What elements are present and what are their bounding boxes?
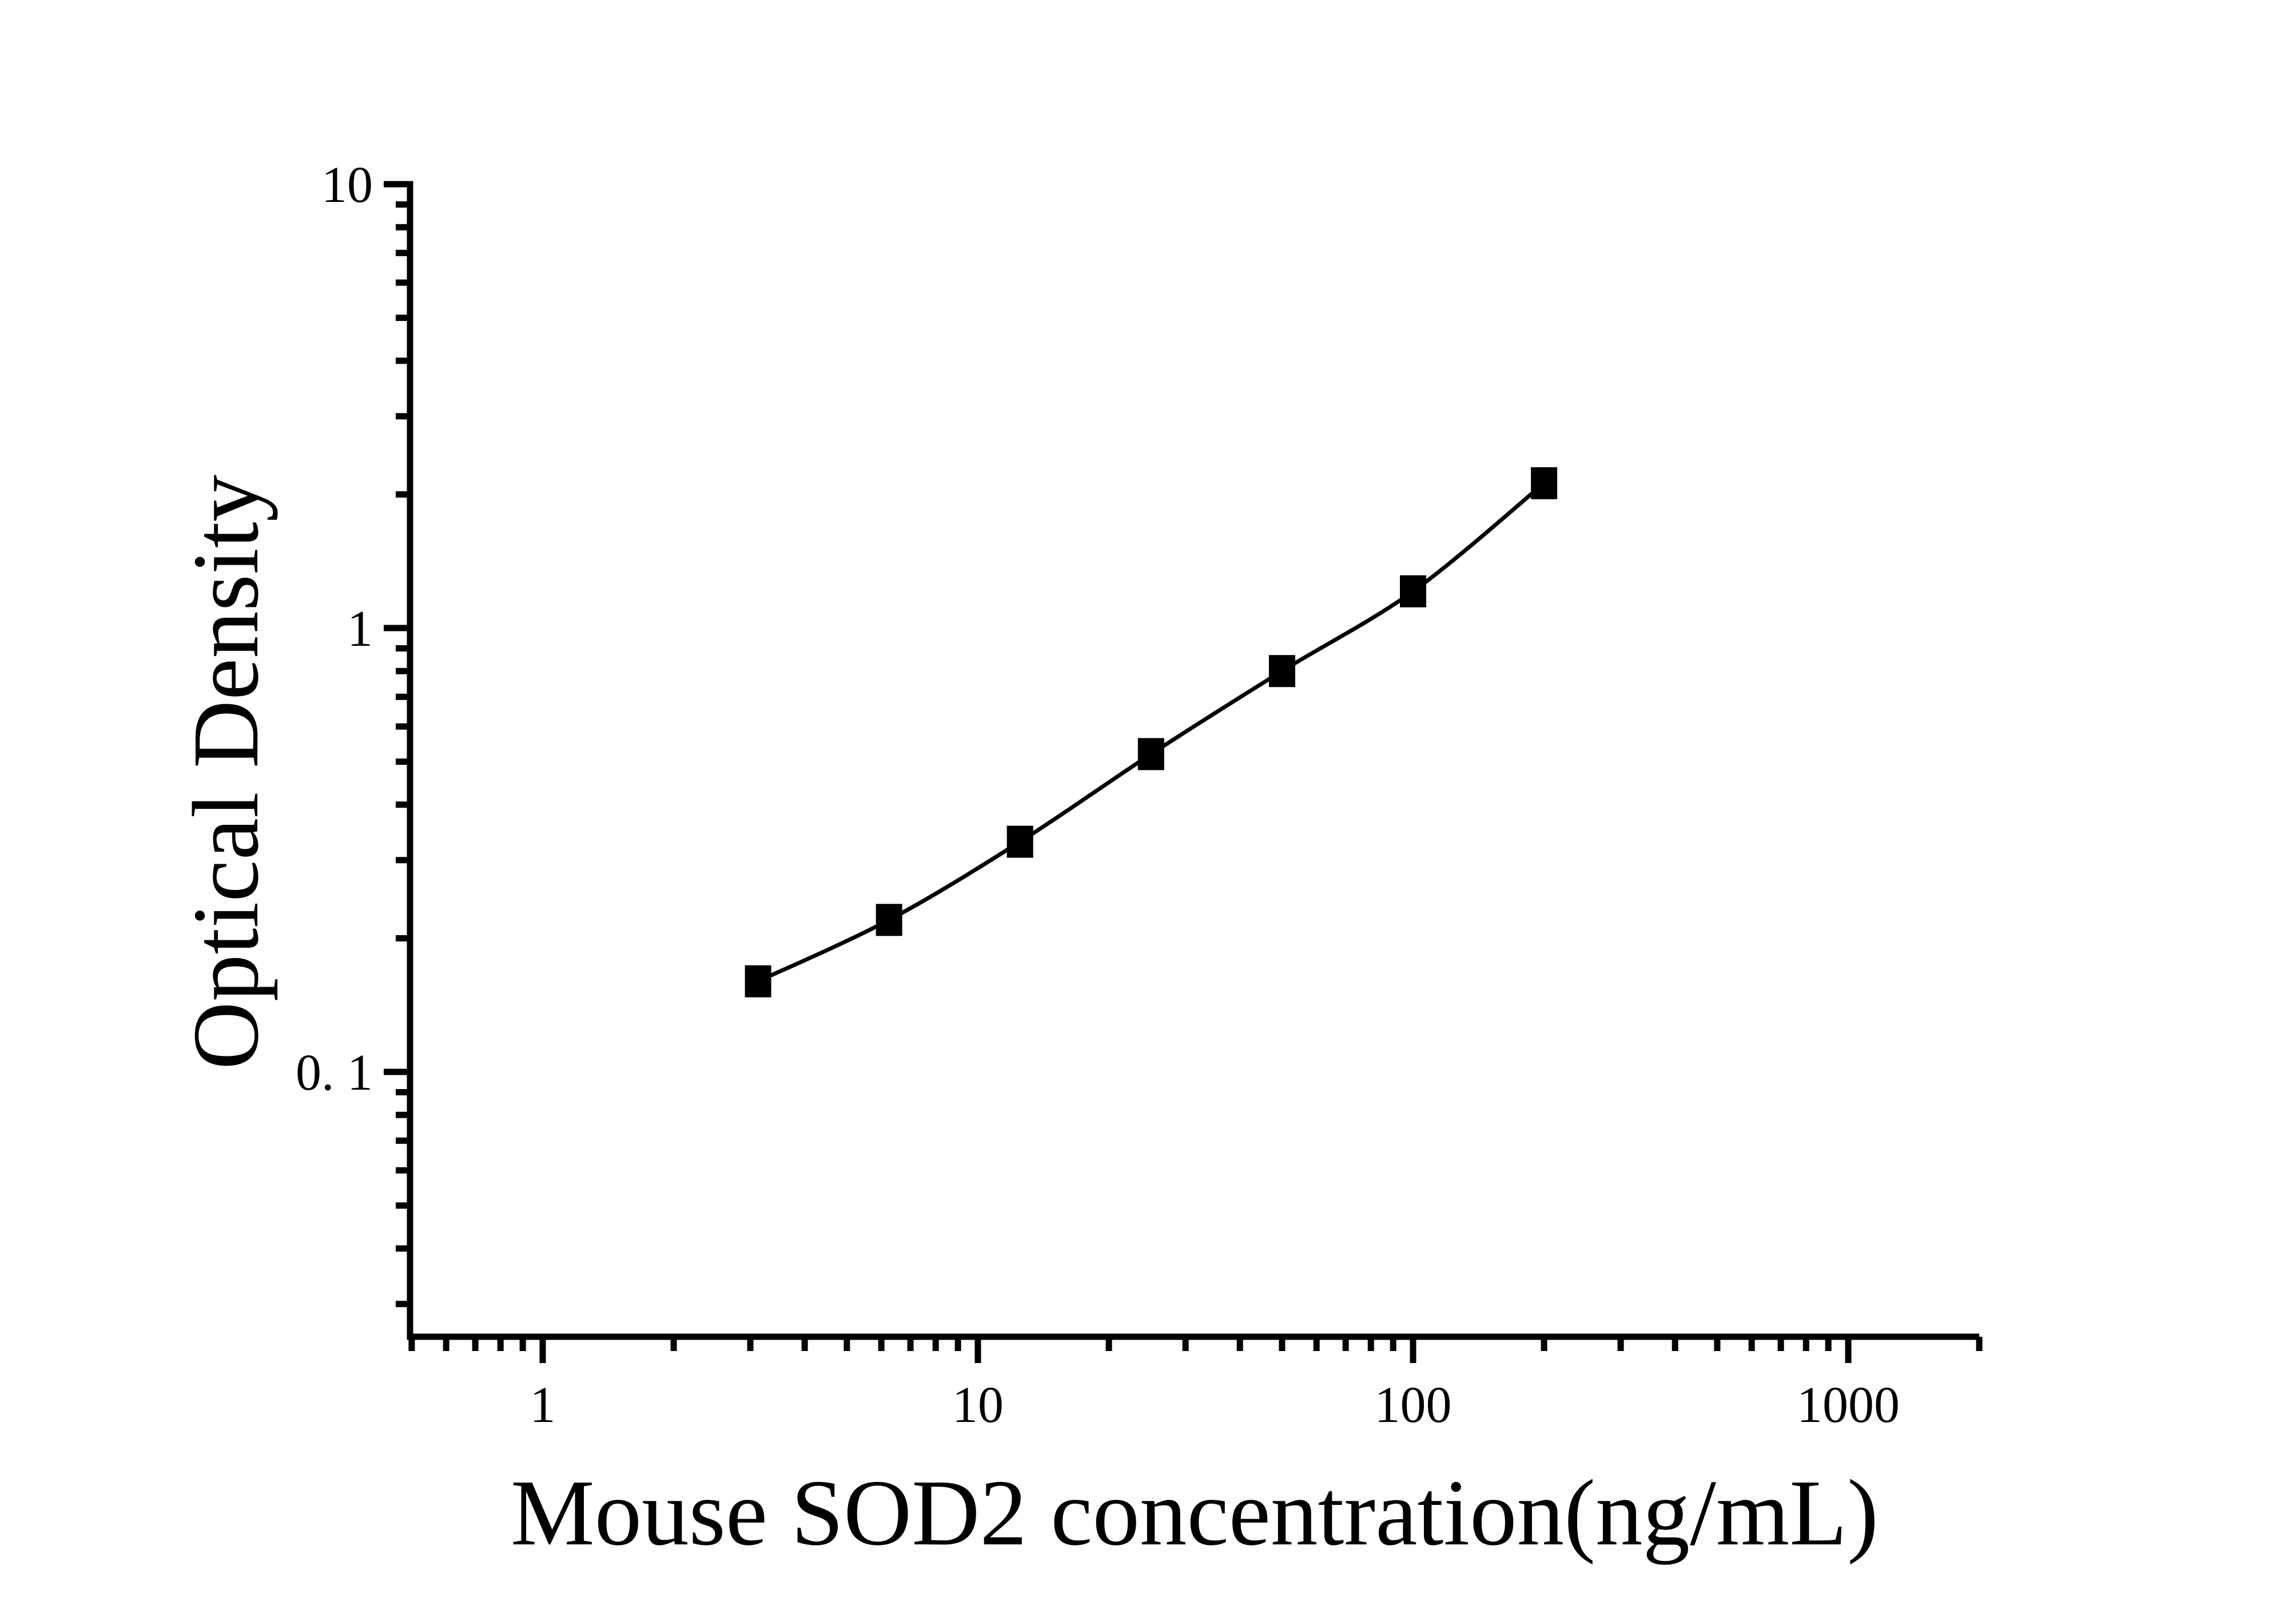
x-tick-label: 1 (530, 1377, 556, 1433)
data-point-marker (876, 904, 902, 936)
x-tick-label: 100 (1375, 1377, 1452, 1433)
data-point-marker (1006, 825, 1033, 858)
y-tick-label: 10 (321, 157, 373, 213)
x-tick-label: 1000 (1797, 1377, 1900, 1433)
data-point-marker (1137, 738, 1164, 770)
axes-layer (384, 181, 1983, 1363)
tick-labels-layer: 1 10 100 1000 10 1 0. 1 (296, 157, 1900, 1433)
data-point-marker (745, 965, 771, 998)
data-point-marker (1400, 575, 1426, 607)
y-tick-label: 0. 1 (296, 1044, 373, 1101)
x-tick-label: 10 (952, 1377, 1004, 1433)
data-point-marker (1268, 655, 1295, 688)
y-tick-label: 1 (347, 601, 373, 657)
series-layer (745, 467, 1558, 998)
y-axis-title: Optical Density (173, 475, 278, 1070)
data-point-marker (1531, 467, 1558, 499)
x-axis-title: Mouse SOD2 concentration(ng/mL) (511, 1460, 1879, 1565)
